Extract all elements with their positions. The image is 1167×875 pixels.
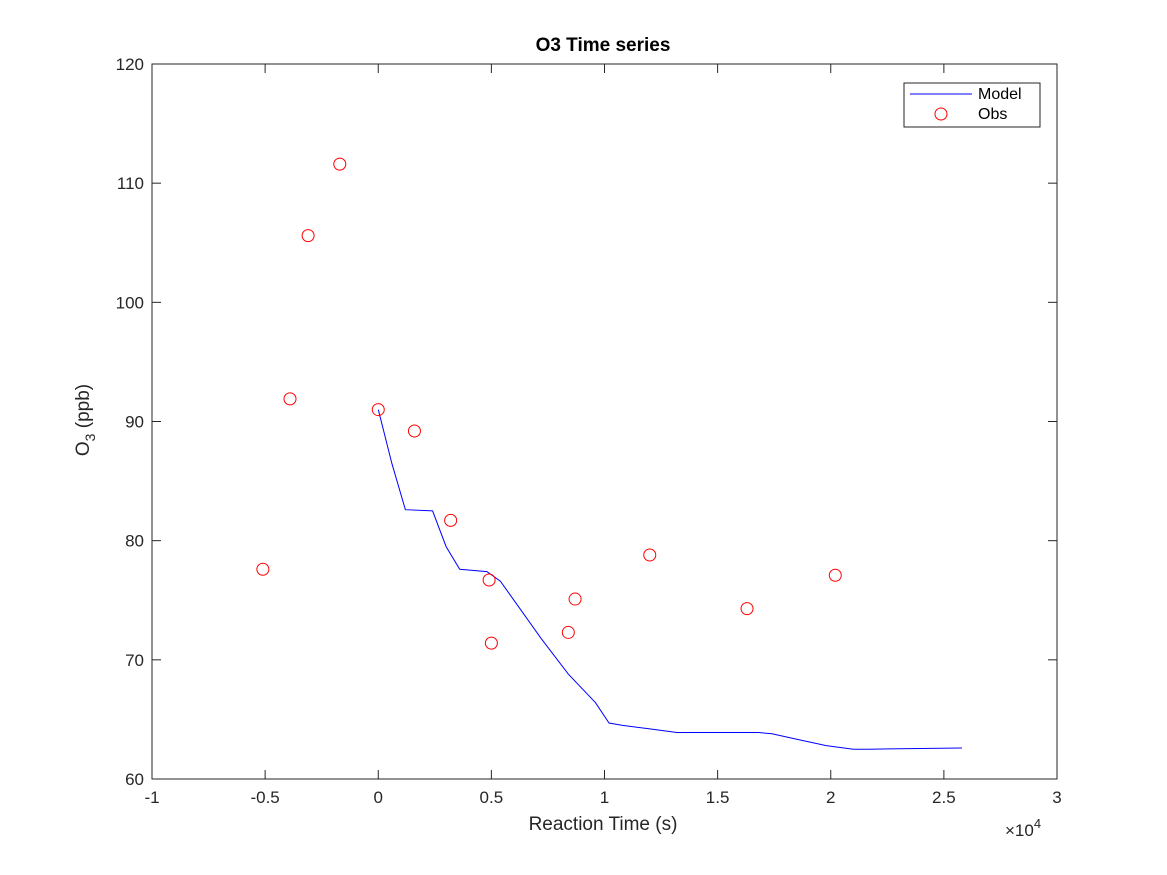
obs-point — [482, 573, 496, 587]
obs-point — [444, 513, 458, 527]
y-axis-label: O3 (ppb) — [73, 384, 98, 456]
legend-model-label: Model — [978, 86, 1022, 103]
y-tick-label: 70 — [125, 651, 144, 670]
y-tick-label: 100 — [116, 293, 144, 312]
y-axis-ticks: 60 70 80 90 100 110 120 — [116, 55, 1057, 789]
obs-point — [740, 602, 754, 616]
obs-point — [256, 562, 270, 576]
obs-point — [643, 548, 657, 562]
plot-area — [151, 63, 1058, 780]
obs-point — [301, 229, 315, 243]
x-axis-label: Reaction Time (s) — [529, 814, 678, 835]
plot-frame — [151, 63, 1058, 780]
obs-point — [333, 157, 347, 171]
x-exponent-power: 4 — [1034, 816, 1041, 831]
obs-point — [568, 592, 582, 606]
y-tick-label: 80 — [125, 532, 144, 551]
model-line — [377, 409, 963, 750]
obs-point — [561, 625, 575, 639]
legend-box — [903, 82, 1041, 128]
y-label-main: O — [73, 441, 94, 456]
x-tick-label: 2 — [826, 788, 835, 807]
legend-obs-label: Obs — [978, 106, 1007, 123]
obs-point — [407, 424, 421, 438]
x-tick-label: 1 — [600, 788, 609, 807]
obs-point — [484, 636, 498, 650]
obs-point — [371, 403, 385, 417]
y-label-sub: 3 — [82, 433, 98, 441]
obs-point — [828, 568, 842, 582]
x-tick-label: -0.5 — [250, 788, 279, 807]
x-exponent-prefix: ×10 — [1005, 821, 1034, 840]
x-tick-label: 0.5 — [480, 788, 504, 807]
x-axis-exponent: ×104 — [1005, 816, 1041, 840]
x-tick-label: 0 — [374, 788, 383, 807]
obs-point — [283, 392, 297, 406]
legend: Model Obs — [903, 82, 1041, 128]
x-tick-label: 2.5 — [932, 788, 956, 807]
x-tick-label: 1.5 — [706, 788, 730, 807]
legend-obs-swatch — [934, 107, 948, 121]
y-tick-label: 90 — [125, 413, 144, 432]
series-layer — [256, 157, 963, 750]
x-axis-ticks: -1 -0.5 0 0.5 1 1.5 2 2.5 3 — [144, 64, 1062, 807]
y-tick-label: 120 — [116, 55, 144, 74]
y-tick-label: 60 — [125, 770, 144, 789]
x-tick-label: 3 — [1052, 788, 1061, 807]
y-label-tail: (ppb) — [73, 384, 94, 434]
chart-title: O3 Time series — [536, 35, 671, 56]
x-tick-label: -1 — [144, 788, 159, 807]
y-tick-label: 110 — [117, 174, 144, 193]
